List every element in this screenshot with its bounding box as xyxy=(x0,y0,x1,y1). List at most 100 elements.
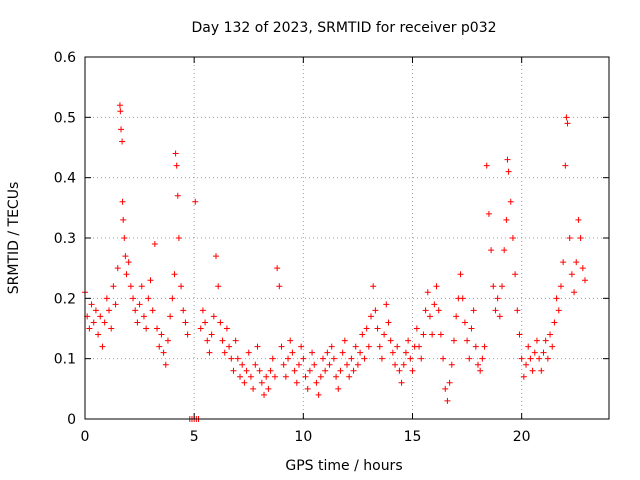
data-point xyxy=(271,373,278,380)
data-point xyxy=(230,367,237,374)
data-point xyxy=(339,349,346,356)
data-point xyxy=(132,307,139,314)
data-point xyxy=(496,313,503,320)
data-point xyxy=(409,367,416,374)
data-point xyxy=(326,361,333,368)
x-tick-label: 0 xyxy=(81,429,90,445)
data-point xyxy=(328,343,335,350)
data-point xyxy=(287,337,294,344)
data-point xyxy=(431,301,438,308)
data-point xyxy=(237,373,244,380)
data-point xyxy=(520,373,527,380)
y-tick-label: 0.1 xyxy=(54,352,76,368)
data-point xyxy=(110,283,117,290)
data-point xyxy=(202,319,209,326)
data-point xyxy=(527,355,534,362)
data-point xyxy=(396,367,403,374)
data-point xyxy=(560,259,567,266)
data-point xyxy=(538,367,545,374)
data-point xyxy=(368,313,375,320)
data-point xyxy=(289,349,296,356)
data-point xyxy=(175,235,182,241)
data-point xyxy=(507,198,514,205)
data-point xyxy=(309,349,316,356)
data-point xyxy=(483,162,490,169)
data-point xyxy=(304,385,311,392)
data-point xyxy=(267,367,274,374)
data-point xyxy=(156,343,163,350)
data-point xyxy=(516,331,523,338)
data-point xyxy=(178,283,185,290)
data-point xyxy=(118,126,125,133)
data-point xyxy=(282,373,289,380)
y-tick-label: 0.5 xyxy=(54,110,76,126)
data-point xyxy=(258,379,265,386)
data-point xyxy=(261,391,268,398)
x-axis-label: GPS time / hours xyxy=(285,458,402,474)
data-point xyxy=(389,349,396,356)
data-point xyxy=(184,331,191,338)
data-point xyxy=(112,301,119,308)
data-point xyxy=(485,210,492,217)
data-point xyxy=(108,325,115,332)
data-point xyxy=(503,216,510,223)
data-point xyxy=(106,307,113,314)
data-point xyxy=(167,313,174,320)
data-point xyxy=(263,373,270,380)
data-point xyxy=(217,319,224,326)
data-point xyxy=(542,337,549,344)
data-point xyxy=(130,295,137,302)
y-tick-label: 0.2 xyxy=(54,291,76,307)
data-point xyxy=(540,349,547,356)
data-point xyxy=(160,349,167,356)
data-point xyxy=(204,337,211,344)
data-point xyxy=(457,271,464,278)
data-point xyxy=(420,331,427,338)
data-point xyxy=(433,283,440,290)
data-point xyxy=(481,343,488,350)
data-point xyxy=(322,367,329,374)
data-point xyxy=(317,373,324,380)
data-point xyxy=(468,325,475,332)
data-point xyxy=(501,247,508,254)
data-point xyxy=(319,355,326,362)
data-point xyxy=(213,253,219,260)
data-point xyxy=(466,355,473,362)
data-point xyxy=(459,295,466,302)
data-point xyxy=(232,337,239,344)
data-point xyxy=(134,319,141,326)
data-point xyxy=(92,307,99,314)
data-point xyxy=(88,301,95,308)
data-point xyxy=(361,355,368,362)
data-point xyxy=(563,114,570,121)
data-point xyxy=(357,349,364,356)
data-point xyxy=(223,325,230,332)
data-point xyxy=(208,331,215,338)
data-point xyxy=(164,337,171,344)
data-point xyxy=(488,247,495,254)
data-point xyxy=(103,295,110,302)
data-point xyxy=(383,301,390,308)
data-point xyxy=(278,343,285,350)
data-point xyxy=(114,265,121,272)
data-point xyxy=(472,343,479,350)
data-point xyxy=(313,379,320,386)
data-point xyxy=(529,367,536,374)
y-tick-label: 0 xyxy=(67,412,76,428)
data-point xyxy=(247,373,254,380)
data-point xyxy=(221,349,228,356)
data-point xyxy=(341,337,348,344)
data-point xyxy=(494,295,501,302)
data-point xyxy=(254,343,261,350)
data-point xyxy=(394,343,401,350)
axis-ticks: 0 0.1 0.2 0.3 0.4 0.5 0.6 0 5 10 15 20 xyxy=(54,50,609,445)
data-point xyxy=(533,337,540,344)
data-point xyxy=(337,367,344,374)
data-point xyxy=(151,241,158,248)
data-point xyxy=(298,343,305,350)
data-point xyxy=(575,216,582,223)
data-point xyxy=(147,277,154,284)
data-point xyxy=(571,289,578,296)
y-tick-label: 0.4 xyxy=(54,171,76,187)
data-point xyxy=(376,343,383,350)
